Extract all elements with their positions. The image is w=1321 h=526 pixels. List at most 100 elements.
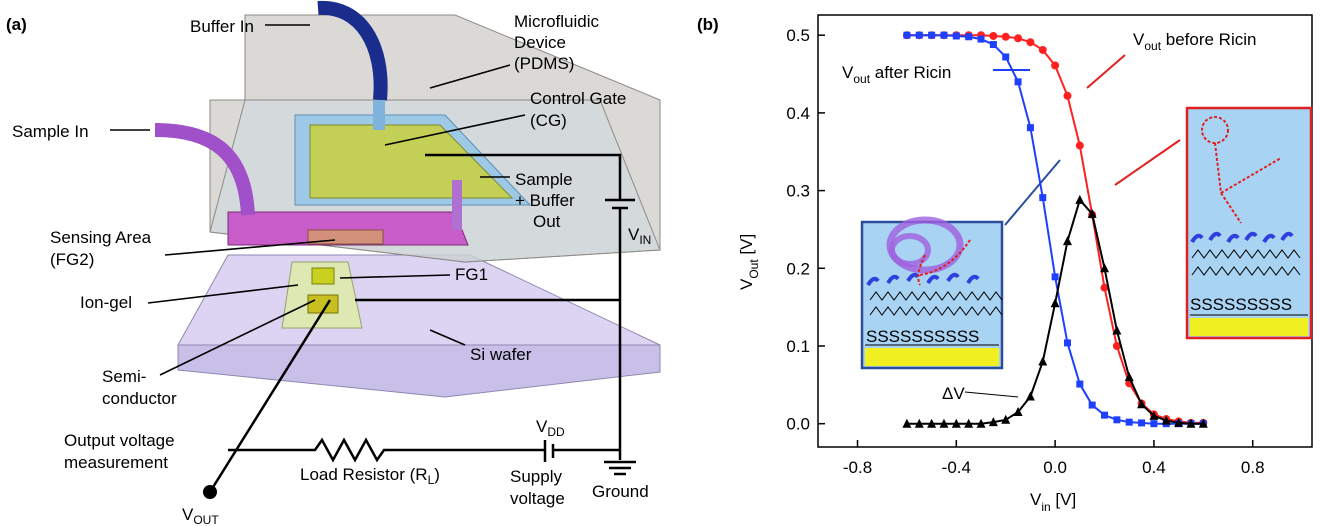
point [927,418,937,428]
point [989,41,997,49]
ion-gel-label: Ion-gel [80,293,132,312]
point [952,32,960,40]
point [1087,208,1097,218]
point [976,418,986,428]
x-axis-label: Vin [V] [1030,490,1076,514]
x-tick-label: 0.0 [1043,458,1067,477]
point [951,418,961,428]
point [903,31,911,39]
panel-label: (b) [697,15,719,34]
point [1001,32,1010,41]
load-resistor: Load Resistor (RL) [300,465,440,487]
y-axis-label: VOut [V] [737,234,761,290]
series-annotation: Vout before Ricin [1133,30,1256,53]
annotation-part: V [1133,30,1145,49]
channel [227,211,469,246]
panel-label: (a) [6,15,27,34]
sample-in: Sample In [12,122,89,141]
point [1026,38,1035,47]
inset-label: SSSSSSSSSS [866,327,979,346]
annotation-part: after Ricin [870,63,951,82]
point [1075,194,1085,204]
annotation-part: before Ricin [1161,30,1256,49]
point [965,33,973,41]
point [1124,372,1134,382]
point [1050,298,1060,308]
point [1150,420,1158,428]
y-tick-label: 0.1 [786,337,810,356]
point [1051,61,1060,70]
x-tick-label: 0.8 [1241,458,1265,477]
point [1014,34,1023,43]
point [1101,411,1109,419]
point [1113,416,1121,424]
point [928,31,936,39]
device-diagram: (a) Buffer In Microfluidic Device (PDMS) C… [6,0,661,526]
point [988,417,998,427]
supply-voltage: Supply voltage [510,467,565,508]
si-wafer-label: Si wafer [470,345,532,364]
inlet [373,100,385,130]
y-tick-label: 0.5 [786,26,810,45]
sample-tube [154,123,255,216]
ground: Ground [592,482,649,501]
point [1149,410,1159,420]
point [1088,401,1096,409]
vout-terminal [203,485,217,499]
inset-before: SSSSSSSSS [1185,106,1313,340]
sample-out: Sample + Buffer Out [515,170,575,231]
point [1013,407,1023,417]
leader-lines [110,24,526,376]
point [1062,236,1072,246]
si-wafer-side [177,344,661,398]
point [1063,339,1071,347]
annotation-part: V [842,63,854,82]
point [1137,399,1147,409]
y-tick-label: 0.2 [786,259,810,278]
y-tick-label: 0.4 [786,104,810,123]
point [940,31,948,39]
x-tick-label: 0.4 [1142,458,1166,477]
point [1039,194,1047,202]
buffer-tube [317,0,388,101]
point [939,418,949,428]
point [1198,418,1208,428]
annotation-part: out [853,72,870,86]
point [977,35,985,43]
output-measurement: Output voltage measurement [64,431,175,472]
point [1161,415,1171,425]
point [1014,78,1022,86]
outlet [452,180,462,230]
point [1038,45,1047,54]
point [1174,417,1184,427]
point [1100,283,1109,292]
fg1-label: FG1 [455,265,488,284]
point [914,418,924,428]
point [1075,141,1084,150]
annotation-part: out [1144,39,1161,53]
point [1100,263,1110,273]
inset-after: SSSSSSSSSS [860,216,1004,370]
x-tick-label: -0.4 [942,458,971,477]
point [1063,91,1072,100]
point [1138,419,1146,427]
point [1026,124,1034,132]
point [1112,341,1121,350]
point [1002,53,1010,61]
point [1112,325,1122,335]
v-out: VOUT [182,505,219,526]
v-dd: VDD [536,417,565,439]
point [1076,380,1084,388]
point [989,31,998,40]
v-in: VIN [628,225,651,247]
point [1038,356,1048,366]
point [964,418,974,428]
x-tick-label: -0.8 [843,458,872,477]
y-tick-label: 0.0 [786,415,810,434]
point [1001,414,1011,424]
point [1186,418,1196,428]
inset-label: SSSSSSSSS [1190,295,1292,314]
point [902,418,912,428]
sensing-area-label: Sensing Area (FG2) [50,228,152,269]
point [1125,418,1133,426]
